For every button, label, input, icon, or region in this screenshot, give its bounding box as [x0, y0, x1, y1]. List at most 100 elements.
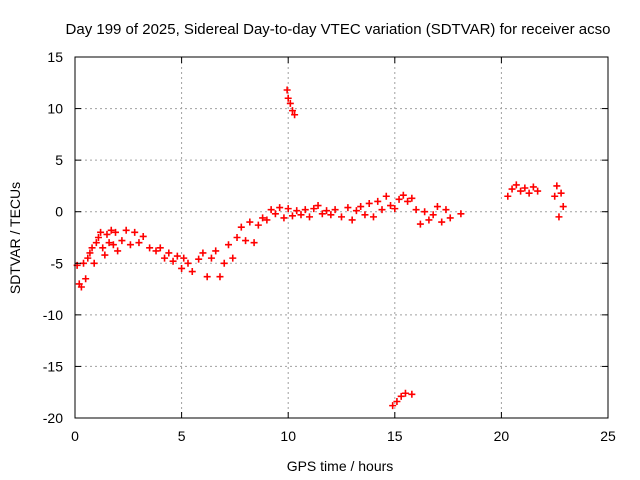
data-point [457, 210, 465, 218]
data-point [101, 251, 109, 259]
data-point [84, 254, 92, 262]
data-point [114, 247, 122, 255]
data-point [512, 181, 520, 189]
y-tick-label: -15 [43, 358, 63, 374]
data-point [173, 252, 181, 260]
data-point [105, 239, 113, 247]
y-axis-label: SDTVAR / TECUs [7, 182, 23, 294]
data-point [361, 211, 369, 219]
data-point [374, 197, 382, 205]
data-point [246, 218, 254, 226]
data-point [80, 259, 88, 267]
data-point [293, 207, 301, 215]
data-point [99, 244, 107, 252]
data-point [508, 185, 516, 193]
data-point [276, 204, 284, 212]
data-point [184, 259, 192, 267]
data-point [416, 220, 424, 228]
data-point [107, 226, 115, 234]
data-point [438, 218, 446, 226]
data-point [284, 94, 292, 102]
x-axis-label: GPS time / hours [287, 458, 394, 474]
data-point [404, 197, 412, 205]
x-tick-label: 5 [178, 428, 186, 444]
data-point [551, 192, 559, 200]
data-point [254, 221, 262, 229]
data-point [86, 249, 94, 257]
y-tick-label: 0 [55, 204, 63, 220]
data-point [421, 208, 429, 216]
data-point [284, 205, 292, 213]
y-tick-label: -5 [51, 255, 64, 271]
data-point [97, 228, 105, 236]
data-point [288, 212, 296, 220]
data-point [534, 187, 542, 195]
data-point [306, 213, 314, 221]
y-tick-label: 5 [55, 152, 63, 168]
data-point [314, 202, 322, 210]
data-point [77, 283, 85, 291]
data-point [259, 214, 267, 222]
x-tick-label: 10 [280, 428, 296, 444]
data-point [401, 389, 409, 397]
data-point [365, 199, 373, 207]
data-point [357, 203, 365, 211]
data-point [397, 392, 405, 400]
data-point [88, 244, 96, 252]
data-point [408, 194, 416, 202]
data-point [338, 213, 345, 221]
data-point [504, 192, 512, 200]
data-point [399, 191, 407, 199]
data-point [118, 237, 126, 245]
data-point [433, 203, 441, 211]
data-point [378, 206, 386, 214]
data-point [178, 264, 186, 272]
data-point [122, 226, 130, 234]
data-point [139, 232, 147, 240]
data-point [195, 255, 203, 263]
data-point [161, 254, 169, 262]
chart-title: Day 199 of 2025, Sidereal Day-to-day VTE… [66, 21, 611, 38]
data-point [126, 241, 134, 249]
data-point [291, 111, 299, 119]
y-tick-label: 10 [47, 101, 63, 117]
data-point [283, 86, 291, 94]
data-point [207, 254, 215, 262]
data-point [412, 206, 420, 214]
data-point [229, 254, 237, 262]
y-tick-label: -20 [43, 410, 63, 426]
y-tick-label: -10 [43, 307, 63, 323]
data-point [555, 213, 563, 221]
data-point [348, 216, 356, 224]
data-point [301, 206, 309, 214]
data-points [73, 86, 567, 410]
data-point [559, 203, 567, 211]
data-point [103, 230, 111, 238]
data-point [297, 211, 305, 219]
data-point [446, 214, 454, 222]
data-point [267, 206, 275, 214]
data-point [525, 189, 533, 197]
data-point [180, 254, 188, 262]
data-point [288, 107, 296, 115]
data-point [263, 216, 271, 224]
data-point [382, 192, 390, 200]
data-point [391, 205, 399, 213]
data-point [237, 223, 245, 231]
data-point [203, 273, 211, 281]
x-tick-label: 15 [387, 428, 403, 444]
data-point [408, 390, 416, 398]
data-point [188, 268, 196, 276]
data-point [212, 247, 220, 255]
data-point [242, 237, 250, 245]
data-point [395, 195, 403, 203]
data-point [529, 183, 537, 191]
data-point [389, 402, 397, 410]
data-point [318, 210, 326, 218]
data-point [112, 228, 120, 236]
data-point [216, 273, 224, 281]
data-point [429, 211, 437, 219]
data-point [553, 182, 561, 190]
y-tick-label: 15 [47, 49, 63, 65]
data-point [521, 184, 529, 192]
